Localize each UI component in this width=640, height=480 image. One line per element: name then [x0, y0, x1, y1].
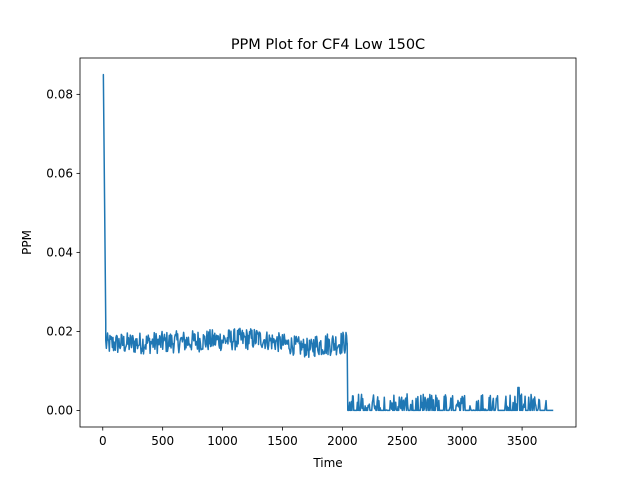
series-line [102, 73, 554, 412]
x-tick-label: 3000 [447, 434, 478, 448]
x-tick-label: 3500 [507, 434, 538, 448]
x-tick-label: 2000 [327, 434, 358, 448]
x-tick-label: 1000 [207, 434, 238, 448]
y-tick-label: 0.00 [46, 404, 73, 418]
y-axis-label: PPM [20, 230, 34, 255]
chart-title: PPM Plot for CF4 Low 150C [231, 37, 425, 53]
y-tick-label: 0.06 [46, 167, 73, 181]
y-tick-label: 0.04 [46, 246, 73, 260]
x-axis: 0 500 1000 1500 2000 2500 3000 3500 [99, 427, 537, 448]
plot-area [102, 73, 554, 412]
x-tick-label: 0 [99, 434, 107, 448]
x-tick-label: 1500 [267, 434, 298, 448]
axes-frame [79, 57, 577, 428]
y-axis: 0.00 0.02 0.04 0.06 0.08 [46, 88, 80, 418]
x-tick-label: 2500 [387, 434, 418, 448]
x-tick-label: 500 [151, 434, 174, 448]
x-axis-label: Time [312, 456, 342, 470]
y-tick-label: 0.08 [46, 88, 73, 102]
y-tick-label: 0.02 [46, 325, 73, 339]
